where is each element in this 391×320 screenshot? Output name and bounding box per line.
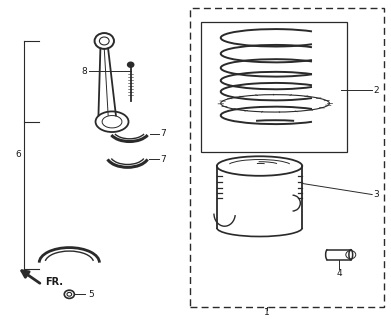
Text: 5: 5 — [88, 290, 94, 299]
Text: 7: 7 — [160, 129, 165, 138]
Text: 7: 7 — [160, 155, 165, 164]
Text: 8: 8 — [81, 67, 87, 76]
Text: 2: 2 — [373, 85, 379, 94]
Bar — [201, 22, 347, 152]
Text: 3: 3 — [373, 190, 379, 199]
Text: 1: 1 — [264, 308, 270, 317]
Text: 4: 4 — [336, 268, 342, 277]
Circle shape — [127, 62, 134, 67]
Bar — [190, 8, 384, 307]
Text: 6: 6 — [15, 150, 21, 159]
Text: FR.: FR. — [45, 277, 63, 287]
